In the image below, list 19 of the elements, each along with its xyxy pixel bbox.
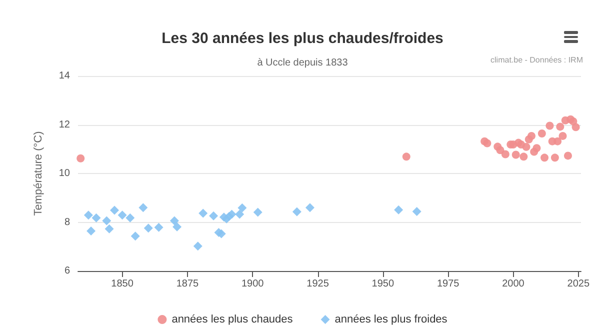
x-tick-label: 1950 <box>372 278 394 290</box>
legend-label: années les plus froides <box>334 314 448 326</box>
y-tick-label: 8 <box>64 216 70 228</box>
legend-label: années les plus chaudes <box>172 314 294 326</box>
x-tick-label: 2025 <box>567 278 590 290</box>
x-tick-label: 1850 <box>111 278 134 290</box>
x-tick-label: 2000 <box>502 278 525 290</box>
text: climat.be - Données : IRM <box>490 56 584 64</box>
x-tick-label: 1900 <box>241 278 264 290</box>
y-tick-label: 14 <box>58 70 70 82</box>
y-axis-title: Température (°C) <box>32 131 44 216</box>
x-tick-label: 1875 <box>176 278 200 290</box>
y-tick-label: 12 <box>58 119 70 130</box>
chart-subtitle: à Uccle depuis 1833 <box>257 58 348 68</box>
y-tick-label: 6 <box>64 266 70 276</box>
y-tick-label: 10 <box>58 168 70 179</box>
x-tick-label: 1975 <box>436 278 460 290</box>
x-tick-label: 1925 <box>306 278 330 290</box>
chart-title: Les 30 années les plus chaudes/froides <box>162 30 444 47</box>
